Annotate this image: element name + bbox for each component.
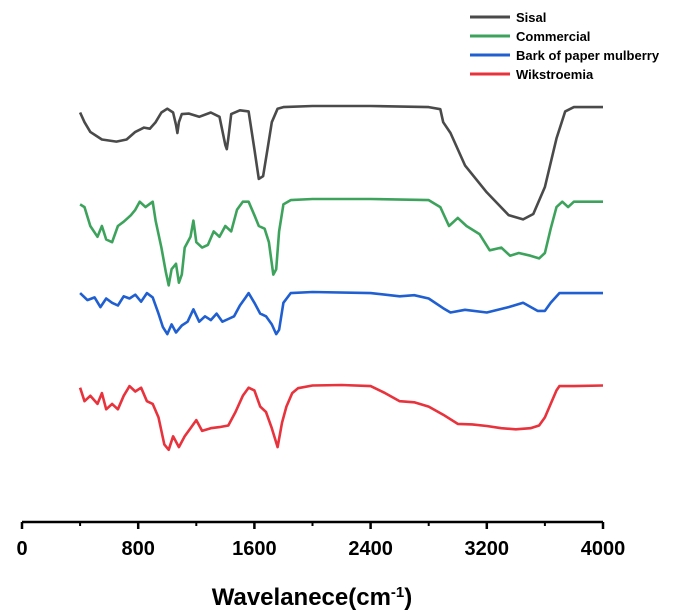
series-line-bark-of-paper-mulberry xyxy=(80,292,603,334)
x-tick-label: 2400 xyxy=(348,538,393,560)
x-tick-label: 1600 xyxy=(232,538,277,560)
x-tick-label: 4000 xyxy=(581,538,626,560)
legend: Sisal Commercial Bark of paper mulberry Wik… xyxy=(470,10,660,82)
legend-label: Commercial xyxy=(516,29,590,44)
legend-label: Sisal xyxy=(516,10,546,25)
x-tick-label: 800 xyxy=(122,538,155,560)
legend-label: Wikstroemia xyxy=(516,67,594,82)
x-axis-title-close: ) xyxy=(404,584,412,611)
series-line-commercial xyxy=(80,199,603,285)
series-layer xyxy=(80,106,603,450)
x-ticks: 0 800 1600 2400 3200 4000 xyxy=(16,522,625,560)
x-axis-title-superscript: -1 xyxy=(391,584,404,601)
legend-label: Bark of paper mulberry xyxy=(516,48,660,63)
x-tick-label: 3200 xyxy=(465,538,510,560)
x-axis-title-text: Wavelanece(cm xyxy=(212,584,391,611)
series-line-wikstroemia xyxy=(80,385,603,450)
x-tick-label: 0 xyxy=(16,538,27,560)
x-axis-title: Wavelanece(cm-1) xyxy=(212,584,413,611)
series-line-sisal xyxy=(80,106,603,219)
